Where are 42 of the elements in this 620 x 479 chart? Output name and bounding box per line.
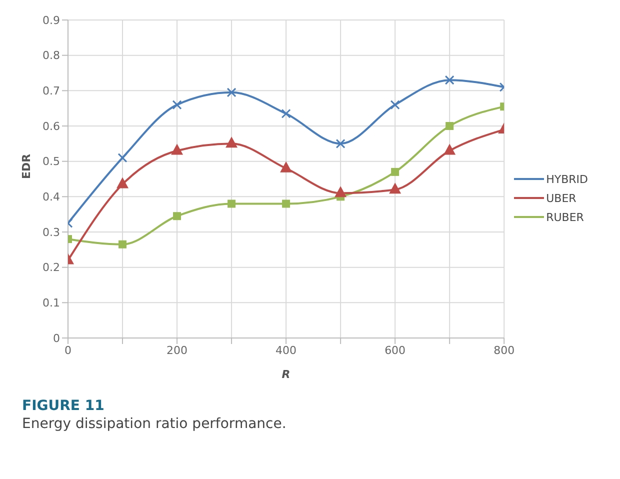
point — [281, 108, 291, 118]
point — [336, 138, 346, 148]
y-tick-label: 0.6 — [42, 120, 60, 133]
x-tick-label: 800 — [494, 344, 515, 357]
y-tick-label: 0 — [53, 332, 60, 345]
point — [172, 100, 182, 110]
text: Energy dissipation ratio performance. — [22, 416, 288, 432]
y-axis-title: EDR — [20, 153, 33, 179]
y-tick-label: 0.3 — [42, 226, 60, 239]
y-tick-label: 0.8 — [42, 49, 60, 62]
y-tick-label: 0.2 — [42, 261, 60, 274]
y-tick-label: 0.4 — [42, 190, 60, 204]
point — [173, 212, 182, 220]
y-tick-label: 0.5 — [42, 155, 60, 168]
legend-label: RUBER — [546, 210, 584, 224]
point — [446, 122, 454, 130]
y-tick-label: 0.7 — [42, 84, 60, 98]
point — [228, 200, 236, 208]
point — [334, 186, 347, 198]
point — [280, 161, 292, 172]
point — [390, 100, 400, 110]
point — [171, 144, 184, 155]
legend-label: UBER — [546, 192, 576, 204]
point — [389, 182, 402, 194]
y-tick-label: 0.9 — [42, 14, 60, 27]
point — [118, 153, 128, 163]
point — [282, 200, 290, 208]
point — [116, 177, 129, 188]
x-tick-label: 400 — [276, 344, 297, 357]
caption: FIGURE 11 — [22, 398, 106, 414]
point — [444, 75, 454, 85]
point — [118, 240, 127, 248]
x-tick-label: 200 — [166, 344, 188, 357]
point — [226, 88, 236, 98]
x-tick-label: 600 — [384, 344, 406, 357]
y-tick-label: 0.1 — [42, 296, 60, 310]
point — [444, 144, 456, 155]
x-tick-label: 0 — [64, 344, 72, 357]
legend-label: HYBRID — [546, 172, 588, 186]
point — [226, 136, 238, 148]
x-axis-title: R — [282, 368, 290, 381]
point — [391, 168, 400, 176]
